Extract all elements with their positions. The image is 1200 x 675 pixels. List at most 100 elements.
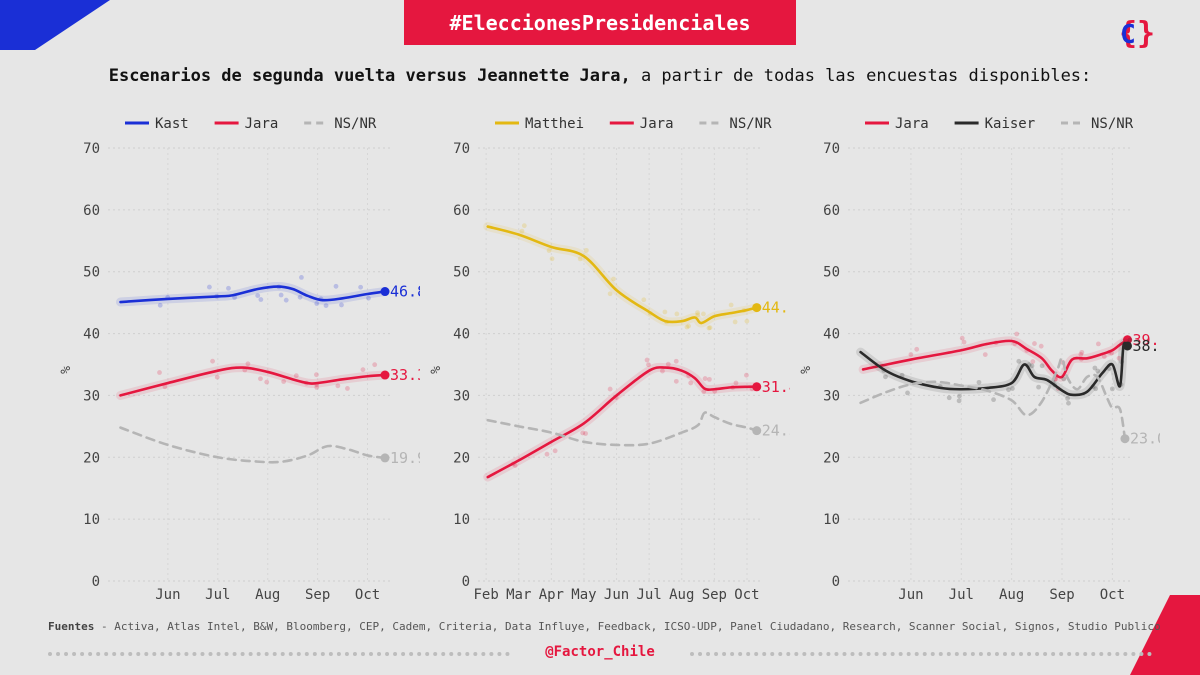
poll-point: [695, 310, 700, 315]
sources-note: Fuentes - Activa, Atlas Intel, B&W, Bloo…: [48, 620, 1161, 633]
poll-point: [1092, 365, 1098, 371]
x-tick-label: Sep: [305, 587, 330, 603]
x-tick-label: Sep: [1049, 587, 1074, 603]
poll-point: [1079, 349, 1085, 355]
y-tick-label: 30: [83, 388, 100, 404]
poll-point: [299, 275, 304, 280]
x-tick-label: Jun: [155, 587, 180, 603]
poll-point: [686, 323, 691, 329]
poll-point: [577, 256, 583, 262]
y-tick-label: 0: [462, 574, 470, 590]
x-tick-label: Aug: [669, 587, 694, 603]
subtitle-rest: a partir de todas las encuestas disponib…: [630, 66, 1092, 86]
poll-point: [335, 383, 341, 389]
legend-label: Jara: [245, 116, 279, 132]
x-tick-label: Apr: [539, 587, 564, 603]
legend-label: Jara: [640, 116, 674, 132]
legend-label: Kast: [155, 116, 189, 132]
poll-point: [258, 376, 263, 382]
poll-point: [688, 380, 694, 386]
x-tick-label: Mar: [506, 587, 531, 603]
poll-point: [914, 346, 920, 352]
corner-decoration-top-left: [0, 0, 110, 50]
legend-item-jara: Jara: [609, 116, 674, 132]
series-line-nsnr: [486, 411, 759, 447]
end-value-label: 38.0%: [1132, 337, 1160, 355]
poll-point: [549, 256, 555, 262]
poll-point: [991, 397, 996, 403]
end-value-label: 33.3%: [390, 366, 420, 384]
poll-point: [281, 379, 287, 384]
poll-point: [744, 372, 749, 378]
footer-divider-right: [690, 652, 1152, 656]
y-tick-label: 20: [83, 450, 100, 466]
x-tick-label: Oct: [734, 587, 759, 603]
y-tick-label: 40: [823, 327, 840, 343]
y-tick-label: 60: [83, 203, 100, 219]
svg-text:{: {: [1119, 16, 1137, 51]
end-value-label: 31.4%: [762, 378, 790, 396]
legend-label: Matthei: [525, 116, 584, 132]
poll-point: [1078, 352, 1084, 357]
legend-item-kaiser: Kaiser: [954, 116, 1036, 132]
svg-text:C: C: [1120, 20, 1136, 50]
y-tick-label: 0: [92, 574, 100, 590]
y-axis-label: %: [799, 366, 814, 374]
series-line-matthei: [486, 225, 759, 325]
y-tick-label: 70: [453, 141, 470, 157]
legend-label: NS/NR: [334, 116, 377, 132]
poll-point: [278, 292, 284, 298]
poll-point: [314, 301, 320, 306]
y-tick-label: 20: [453, 450, 470, 466]
y-tick-label: 40: [453, 327, 470, 343]
poll-point: [1006, 387, 1011, 393]
poll-point: [1066, 400, 1071, 406]
poll-point: [644, 357, 650, 363]
end-point: [380, 287, 390, 297]
poll-point: [283, 297, 289, 303]
poll-point: [660, 368, 665, 374]
poll-point: [339, 302, 344, 308]
poll-point: [162, 384, 168, 390]
poll-point: [646, 362, 651, 368]
y-tick-label: 30: [453, 388, 470, 404]
poll-point: [1095, 368, 1101, 374]
end-value-label: 46.8%: [390, 283, 420, 301]
legend-label: NS/NR: [1091, 116, 1134, 132]
poll-point: [976, 379, 982, 385]
poll-point: [360, 367, 366, 373]
poll-point: [345, 386, 350, 391]
poll-point: [1010, 386, 1015, 391]
poll-point: [1061, 376, 1067, 382]
confidence-band: [483, 222, 762, 328]
poll-point: [214, 374, 220, 380]
poll-point: [744, 318, 750, 324]
y-tick-label: 20: [823, 450, 840, 466]
poll-point: [333, 283, 339, 289]
legend-label: Jara: [895, 116, 929, 132]
x-tick-label: Sep: [702, 587, 727, 603]
confidence-band: [483, 362, 762, 482]
poll-point: [673, 378, 679, 384]
poll-point: [519, 228, 525, 234]
poll-point: [1095, 341, 1101, 347]
chart-matthei-vs-jara: Matthei Jara NS/NR 0 10 20 30 40 50 60 70 Feb Mar Apr…: [429, 116, 790, 603]
y-tick-label: 10: [453, 512, 470, 528]
poll-point: [1038, 343, 1044, 349]
x-tick-label: Jul: [205, 587, 230, 603]
y-tick-label: 40: [83, 327, 100, 343]
poll-point: [946, 395, 952, 401]
poll-point: [702, 376, 708, 381]
poll-point: [908, 352, 914, 357]
poll-point: [905, 390, 910, 396]
poll-point: [323, 303, 329, 308]
poll-point: [546, 248, 552, 253]
poll-point: [226, 285, 231, 291]
poll-point: [1116, 355, 1122, 361]
poll-point: [701, 311, 706, 317]
y-axis-label: %: [429, 366, 444, 374]
legend-label: Kaiser: [985, 116, 1036, 132]
footer-divider-left: [48, 652, 510, 656]
end-point: [380, 370, 390, 380]
sources-text: - Activa, Atlas Intel, B&W, Bloomberg, C…: [94, 620, 1161, 633]
